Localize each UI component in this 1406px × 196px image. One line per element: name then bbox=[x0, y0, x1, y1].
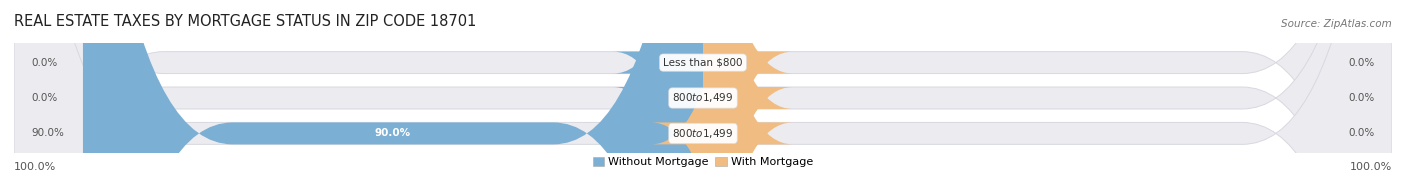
FancyBboxPatch shape bbox=[83, 0, 703, 196]
Text: 0.0%: 0.0% bbox=[31, 58, 58, 68]
Text: 100.0%: 100.0% bbox=[14, 162, 56, 172]
Text: Source: ZipAtlas.com: Source: ZipAtlas.com bbox=[1281, 19, 1392, 29]
Text: REAL ESTATE TAXES BY MORTGAGE STATUS IN ZIP CODE 18701: REAL ESTATE TAXES BY MORTGAGE STATUS IN … bbox=[14, 14, 477, 29]
Text: 90.0%: 90.0% bbox=[31, 128, 65, 138]
Legend: Without Mortgage, With Mortgage: Without Mortgage, With Mortgage bbox=[588, 152, 818, 172]
FancyBboxPatch shape bbox=[14, 0, 1392, 196]
Text: $800 to $1,499: $800 to $1,499 bbox=[672, 127, 734, 140]
FancyBboxPatch shape bbox=[14, 0, 1392, 196]
FancyBboxPatch shape bbox=[651, 0, 793, 196]
FancyBboxPatch shape bbox=[613, 0, 755, 196]
Text: 0.0%: 0.0% bbox=[31, 93, 58, 103]
Text: $800 to $1,499: $800 to $1,499 bbox=[672, 92, 734, 104]
Text: 0.0%: 0.0% bbox=[1348, 93, 1375, 103]
Text: 0.0%: 0.0% bbox=[1348, 128, 1375, 138]
Text: 0.0%: 0.0% bbox=[1348, 58, 1375, 68]
FancyBboxPatch shape bbox=[651, 0, 793, 196]
Text: 90.0%: 90.0% bbox=[375, 128, 411, 138]
Text: 100.0%: 100.0% bbox=[1350, 162, 1392, 172]
FancyBboxPatch shape bbox=[651, 0, 793, 196]
Text: Less than $800: Less than $800 bbox=[664, 58, 742, 68]
FancyBboxPatch shape bbox=[613, 0, 755, 196]
FancyBboxPatch shape bbox=[14, 0, 1392, 196]
